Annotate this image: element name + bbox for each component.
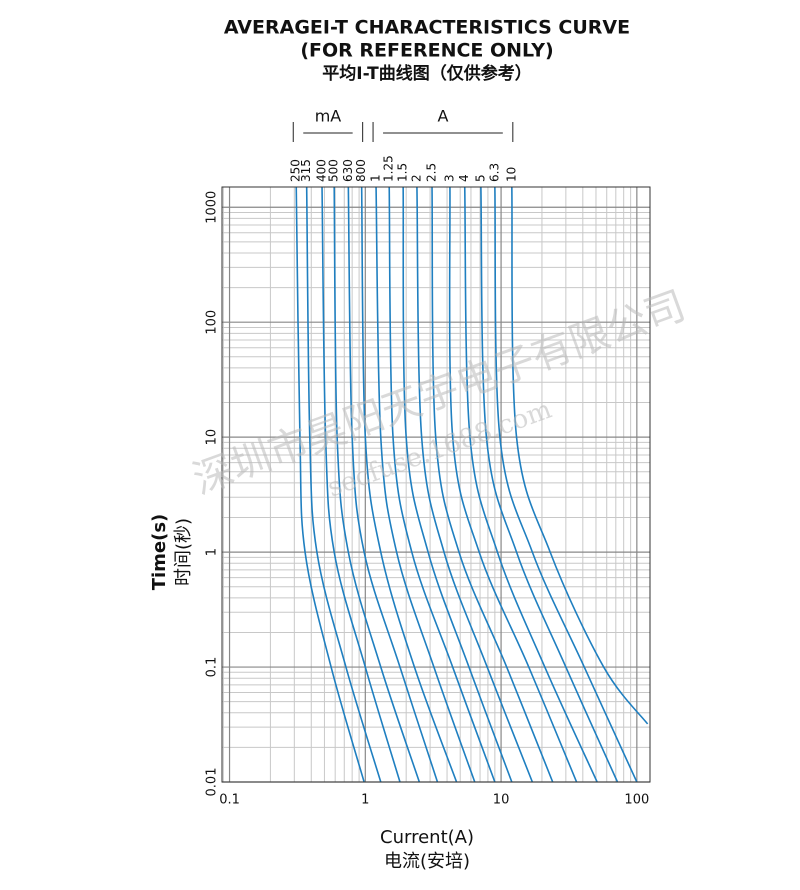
x-tick-label: 0.1 [219, 793, 240, 808]
y-tick-label: 1000 [205, 191, 220, 224]
series-label: 1.25 [382, 155, 396, 182]
series-line [360, 187, 458, 782]
series-line [463, 187, 598, 782]
series-label: 6.3 [487, 163, 501, 182]
series-line [321, 187, 401, 782]
series-label: 800 [354, 159, 368, 182]
series-label: 2 [409, 174, 423, 182]
series-label: 500 [327, 159, 341, 182]
series-line [375, 187, 476, 782]
series-line [388, 187, 496, 782]
series-line [347, 187, 439, 782]
series-label: 5 [473, 174, 487, 182]
series-label: 10 [504, 167, 518, 182]
series-line [480, 187, 619, 782]
curves [295, 187, 649, 782]
series-line [494, 187, 638, 782]
series-line [448, 187, 578, 782]
series-label: 630 [341, 159, 355, 182]
series-line [416, 187, 534, 782]
plot-frame [221, 186, 651, 783]
x-tick-label: 1 [361, 793, 369, 808]
y-tick-label: 100 [205, 310, 220, 335]
grid [222, 187, 650, 783]
series-line [402, 187, 513, 782]
x-axis-label-cn: 电流(安培) [384, 851, 470, 872]
series-line [295, 187, 365, 782]
y-axis-label: Time(s) [149, 514, 170, 591]
series-line [305, 187, 382, 782]
x-axis-label: Current(A) [380, 827, 474, 848]
chart-subtitle: (FOR REFERENCE ONLY) [300, 40, 553, 62]
y-tick-label: 0.01 [205, 768, 220, 797]
y-tick-label: 10 [205, 429, 220, 446]
y-tick-label: 0.1 [205, 657, 220, 678]
x-tick-label: 100 [624, 793, 649, 808]
chart-subtitle-cn: 平均I-T曲线图（仅供参考） [322, 63, 531, 84]
unit-group-label: mA [315, 107, 342, 126]
series-label: 2.5 [425, 163, 439, 182]
series-label: 1 [369, 174, 383, 182]
chart-title: AVERAGEI-T CHARACTERISTICS CURVE [224, 17, 630, 39]
unit-group-label: A [437, 107, 448, 126]
series-label: 3 [442, 174, 456, 182]
series-label: 400 [315, 159, 329, 182]
x-tick-label: 10 [493, 793, 510, 808]
series-label: 315 [299, 159, 313, 182]
series-label: 1.5 [396, 163, 410, 182]
series-line [511, 187, 649, 725]
series-label: 4 [457, 174, 471, 182]
y-axis-label-cn: 时间(秒) [173, 518, 194, 586]
series-line [333, 187, 421, 782]
y-tick-label: 1 [205, 548, 220, 556]
series-line [431, 187, 554, 782]
series-label: 250 [289, 159, 303, 182]
